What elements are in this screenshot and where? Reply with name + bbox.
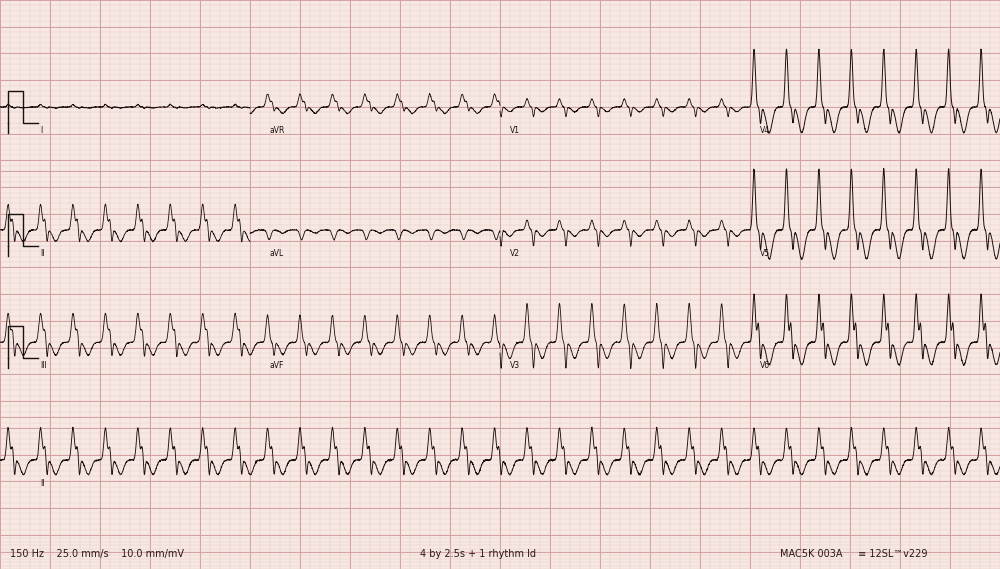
Text: I: I [40,126,42,135]
Text: aVR: aVR [270,126,285,135]
Text: V2: V2 [510,249,520,258]
Text: V6: V6 [760,361,770,370]
Text: V3: V3 [510,361,520,370]
Text: MAC5K 003A     ≡ 12SL™v229: MAC5K 003A ≡ 12SL™v229 [780,549,928,559]
Text: 150 Hz    25.0 mm/s    10.0 mm/mV: 150 Hz 25.0 mm/s 10.0 mm/mV [10,549,184,559]
Text: V5: V5 [760,249,770,258]
Text: II: II [40,479,44,488]
Text: 4 by 2.5s + 1 rhythm ld: 4 by 2.5s + 1 rhythm ld [420,549,536,559]
Text: V4: V4 [760,126,770,135]
Text: aVL: aVL [270,249,284,258]
Text: V1: V1 [510,126,520,135]
Text: aVF: aVF [270,361,284,370]
Text: III: III [40,361,47,370]
Text: II: II [40,249,44,258]
